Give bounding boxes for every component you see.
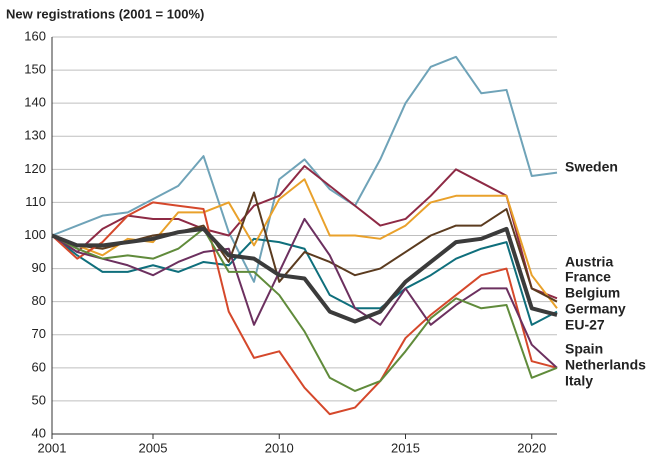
x-tick-label: 2010 xyxy=(265,440,294,455)
y-tick-label: 60 xyxy=(32,359,46,374)
series-label: Spain xyxy=(565,341,603,357)
series-line xyxy=(51,191,558,303)
x-tick-label: 2015 xyxy=(391,440,420,455)
y-tick-label: 40 xyxy=(32,425,46,440)
series-label: Netherlands xyxy=(565,357,646,373)
x-tick-label: 2020 xyxy=(517,440,546,455)
y-tick-label: 90 xyxy=(32,260,46,275)
series-line xyxy=(51,55,558,283)
series-line xyxy=(51,234,558,326)
y-tick-label: 120 xyxy=(24,161,46,176)
y-tick-label: 140 xyxy=(24,95,46,110)
series-label: Italy xyxy=(565,373,593,389)
y-tick-label: 150 xyxy=(24,62,46,77)
y-tick-label: 100 xyxy=(24,227,46,242)
y-tick-label: 130 xyxy=(24,128,46,143)
x-tick-label: 2005 xyxy=(139,440,168,455)
chart-title: New registrations (2001 = 100%) xyxy=(6,6,204,21)
series-label: France xyxy=(565,269,611,285)
series-line xyxy=(51,226,558,324)
y-tick-label: 50 xyxy=(32,392,46,407)
series-label: Sweden xyxy=(565,159,618,175)
series-label: Germany xyxy=(565,301,626,317)
y-tick-label: 160 xyxy=(24,28,46,43)
series-label: Belgium xyxy=(565,285,620,301)
series-label: Austria xyxy=(565,254,613,270)
series-line xyxy=(51,201,558,416)
y-tick-label: 110 xyxy=(25,194,46,209)
x-tick-label: 2001 xyxy=(38,440,67,455)
series-line xyxy=(51,217,558,369)
series-line xyxy=(51,165,558,300)
y-tick-label: 80 xyxy=(32,293,46,308)
series-line xyxy=(51,227,558,392)
y-tick-label: 70 xyxy=(32,326,46,341)
series-label: EU-27 xyxy=(565,317,605,333)
